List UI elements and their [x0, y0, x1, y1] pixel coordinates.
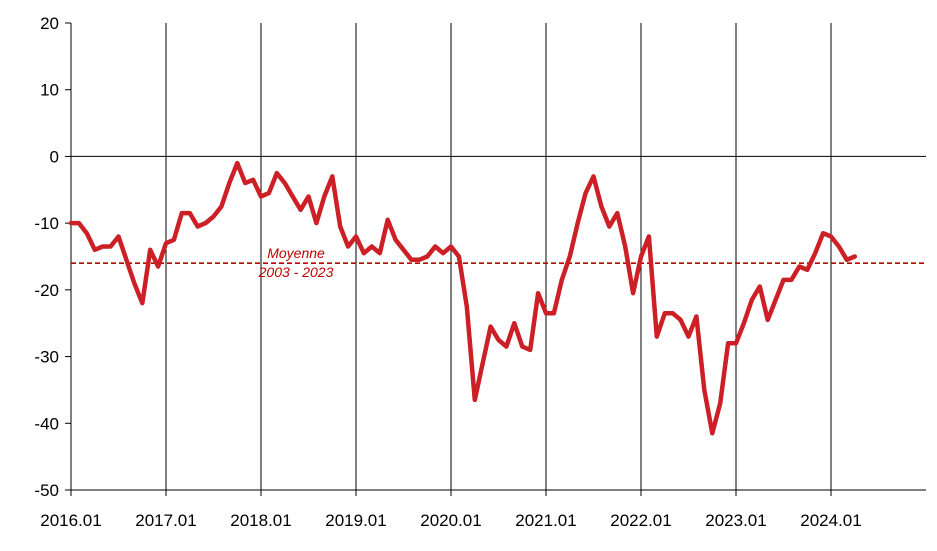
y-axis: 20 10 0 -10 -20 -30 -40 -50: [34, 14, 71, 500]
x-tick-label: 2024.01: [800, 511, 861, 530]
x-tick-label: 2021.01: [515, 511, 576, 530]
y-tick-label: -30: [34, 348, 59, 367]
x-tick-label: 2022.01: [610, 511, 671, 530]
y-tick-label: 10: [40, 81, 59, 100]
y-tick-label: 20: [40, 14, 59, 33]
series-group: [68, 160, 858, 436]
x-tick-label: 2020.01: [420, 511, 481, 530]
y-tick-label: -10: [34, 214, 59, 233]
average-reference-line-group: Moyenne 2003 - 2023: [71, 245, 926, 280]
plot-frame: [70, 23, 926, 491]
y-tick-label: -20: [34, 281, 59, 300]
x-tick-label: 2017.01: [135, 511, 196, 530]
x-tick-label: 2023.01: [705, 511, 766, 530]
y-tick-label: 0: [50, 147, 59, 166]
average-label-line1: Moyenne: [267, 245, 325, 261]
vertical-gridlines: [165, 23, 832, 490]
y-tick-label: -40: [34, 414, 59, 433]
x-axis: 2016.01 2017.01 2018.01 2019.01 2020.01 2021.…: [40, 490, 862, 530]
x-tick-label: 2018.01: [230, 511, 291, 530]
x-tick-label: 2016.01: [40, 511, 101, 530]
series-line: [68, 160, 858, 436]
x-tick-label: 2019.01: [325, 511, 386, 530]
y-tick-label: -50: [34, 481, 59, 500]
average-label-line2: 2003 - 2023: [258, 264, 334, 280]
